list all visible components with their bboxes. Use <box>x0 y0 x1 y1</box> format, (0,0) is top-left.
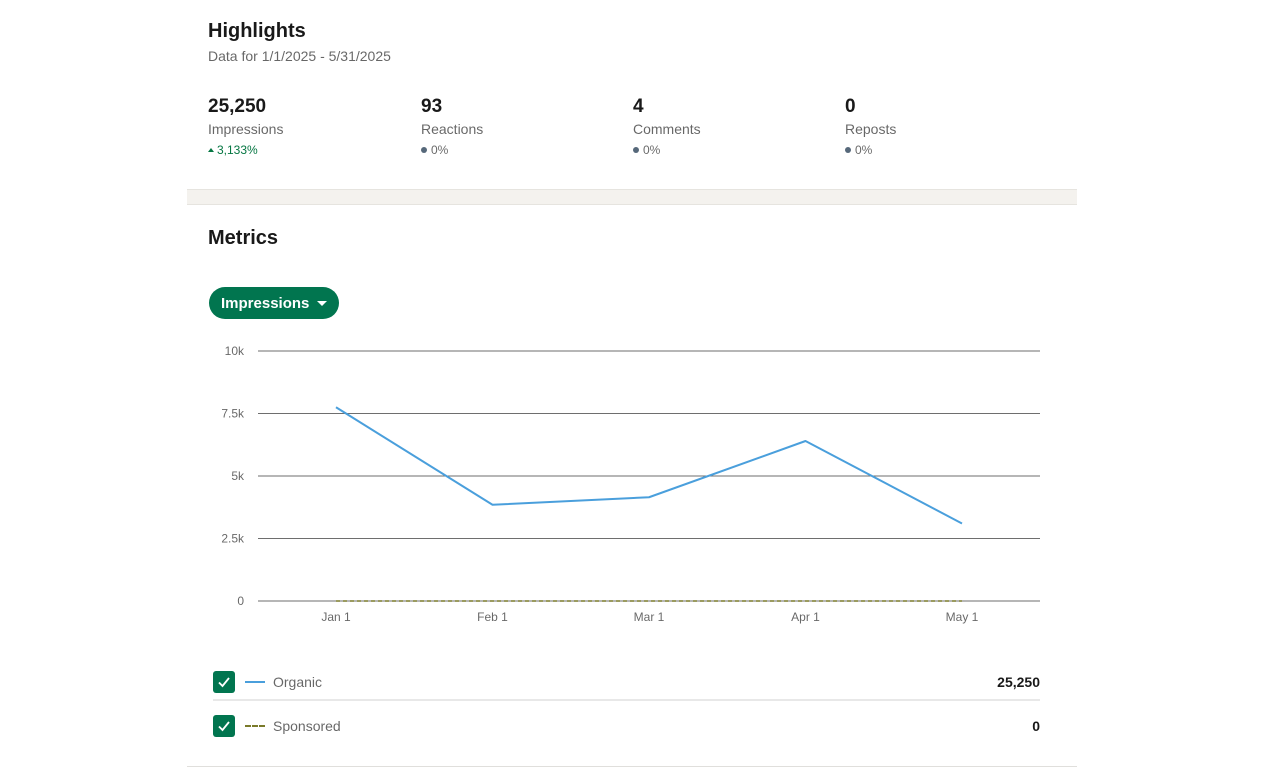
stat-label: Impressions <box>208 121 284 137</box>
highlights-card: Highlights Data for 1/1/2025 - 5/31/2025… <box>187 0 1077 189</box>
metric-selector-label: Impressions <box>221 294 310 312</box>
stat-impressions[interactable]: 25,250 Impressions 3,133% <box>208 96 408 157</box>
sponsored-checkbox[interactable] <box>213 715 235 737</box>
trend-neutral-icon <box>421 147 427 153</box>
stat-reactions[interactable]: 93 Reactions 0% <box>421 96 621 157</box>
stat-value: 93 <box>421 96 443 117</box>
checkmark-icon <box>218 677 230 688</box>
trend-up-icon <box>208 148 214 152</box>
stat-change: 0% <box>845 143 1045 157</box>
x-tick-label: Feb 1 <box>477 610 508 624</box>
x-tick-label: Jan 1 <box>321 610 351 624</box>
organic-checkbox[interactable] <box>213 671 235 693</box>
stat-label: Reactions <box>421 121 484 137</box>
y-tick-label: 0 <box>237 594 244 608</box>
stat-change-value: 0% <box>855 143 873 157</box>
stat-comments[interactable]: 4 Comments 0% <box>633 96 833 157</box>
stat-reposts[interactable]: 0 Reposts 0% <box>845 96 1045 157</box>
stat-change-value: 3,133% <box>217 143 258 157</box>
legend-row-organic[interactable]: Organic 25,250 <box>213 665 1040 701</box>
stat-change-value: 0% <box>431 143 449 157</box>
sponsored-line-swatch <box>245 725 265 727</box>
stat-change: 0% <box>421 143 621 157</box>
legend-label: Sponsored <box>273 718 341 734</box>
checkmark-icon <box>218 721 230 732</box>
chevron-down-icon <box>317 300 328 306</box>
organic-line-swatch <box>245 681 265 683</box>
stat-value: 0 <box>845 96 856 117</box>
stat-change: 3,133% <box>208 143 408 157</box>
x-tick-label: Mar 1 <box>634 610 665 624</box>
metrics-card: Metrics 0 2.5k 5k 7.5k 10k Jan 1 Feb 1 Mar 1 Apr… <box>187 205 1077 767</box>
stat-change: 0% <box>633 143 833 157</box>
impressions-line-chart: 0 2.5k 5k 7.5k 10k Jan 1 Feb 1 Mar 1 Apr 1 May 1 <box>221 344 1040 624</box>
highlights-date-range: Data for 1/1/2025 - 5/31/2025 <box>208 48 391 64</box>
x-tick-label: May 1 <box>946 610 979 624</box>
trend-neutral-icon <box>845 147 851 153</box>
stat-change-value: 0% <box>643 143 661 157</box>
y-tick-label: 2.5k <box>221 532 245 546</box>
legend-label: Organic <box>273 674 323 690</box>
section-divider <box>187 189 1077 205</box>
stat-value: 25,250 <box>208 96 267 117</box>
metrics-title: Metrics <box>208 227 279 249</box>
y-tick-label: 10k <box>225 344 245 358</box>
y-tick-label: 5k <box>231 469 245 483</box>
series-line-organic <box>335 406 963 525</box>
stat-label: Comments <box>633 121 701 137</box>
highlights-title: Highlights <box>208 20 306 42</box>
stat-value: 4 <box>633 96 644 117</box>
legend-total: 25,250 <box>997 674 1040 690</box>
x-tick-label: Apr 1 <box>791 610 820 624</box>
stat-label: Reposts <box>845 121 897 137</box>
legend-total: 0 <box>1032 718 1040 734</box>
metric-selector-dropdown[interactable]: Impressions <box>209 287 340 319</box>
trend-neutral-icon <box>633 147 639 153</box>
y-tick-label: 7.5k <box>221 407 245 421</box>
legend-row-sponsored[interactable]: Sponsored 0 <box>213 708 1040 744</box>
